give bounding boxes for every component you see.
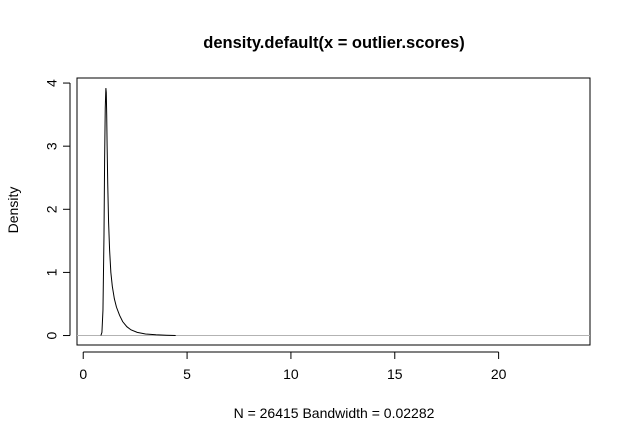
y-axis-label: Density xyxy=(5,187,21,234)
x-tick-label: 5 xyxy=(183,366,191,382)
chart-title: density.default(x = outlier.scores) xyxy=(203,34,464,52)
y-tick-label: 0 xyxy=(44,331,60,339)
x-tick-label: 0 xyxy=(79,366,87,382)
y-tick-label: 2 xyxy=(44,205,60,213)
x-tick-label: 15 xyxy=(387,366,403,382)
y-axis: 0 1 2 3 4 xyxy=(44,79,71,339)
density-curve xyxy=(100,88,176,337)
y-tick-label: 4 xyxy=(44,79,60,87)
x-axis-label: N = 26415 Bandwidth = 0.02282 xyxy=(234,405,435,421)
x-tick-label: 20 xyxy=(491,366,507,382)
x-tick-label: 10 xyxy=(283,366,299,382)
plot-frame xyxy=(76,77,591,346)
x-axis: 0 5 10 15 20 xyxy=(79,351,507,382)
y-tick-label: 3 xyxy=(44,142,60,150)
y-tick-label: 1 xyxy=(44,268,60,276)
